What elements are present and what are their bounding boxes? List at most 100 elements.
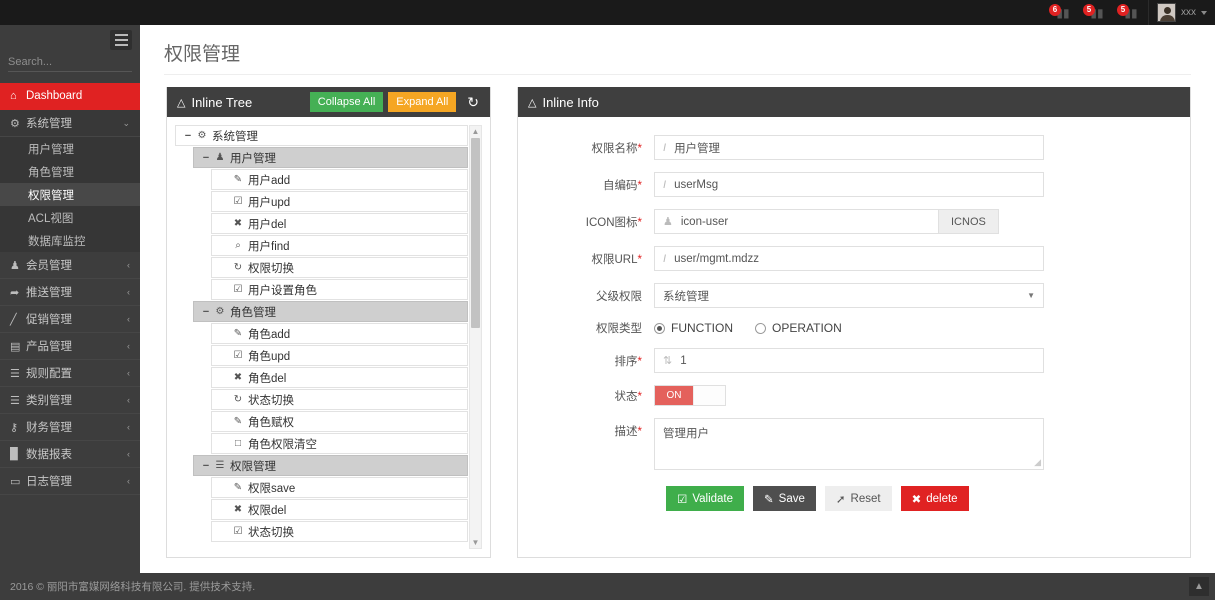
tree-node[interactable]: ☑ 用户设置角色 [211,279,468,300]
tree-node[interactable]: − ♟ 用户管理 [193,147,468,168]
sidebar-item-7[interactable]: ☰ 类别管理 ‹ [0,387,140,414]
tree-node[interactable]: ✎ 角色赋权 [211,411,468,432]
radio-operation[interactable]: OPERATION [755,321,842,335]
key-icon: ⚷ [10,421,19,434]
collapse-all-button[interactable]: Collapse All [309,92,384,112]
chart-icon: █ [10,448,18,460]
sidebar-subitem-4[interactable]: 数据库监控 [28,235,86,248]
avatar [1157,3,1176,22]
times-icon: ✖ [233,372,243,383]
tree-node[interactable]: − ⚙ 系统管理 [175,125,468,146]
tree-node[interactable]: ✎ 用户add [211,169,468,190]
sidebar-subitem-0[interactable]: 用户管理 [28,143,74,156]
sidebar-item-1[interactable]: ⚙ 系统管理 ⌄ [0,110,140,137]
permission-icon-input[interactable]: ♟ icon-user [654,209,939,234]
tree-node-label: 权限切换 [248,262,294,275]
edit-icon: ☑ [233,526,243,537]
tree-toggle-icon[interactable]: − [184,129,192,142]
resize-grip-icon[interactable]: ◢ [1034,457,1041,467]
tree-node[interactable]: ✖ 角色del [211,367,468,388]
sidebar-item-9[interactable]: █ 数据报表 ‹ [0,441,140,468]
gear-icon: ⚙ [10,117,20,130]
tree-toggle-icon[interactable]: − [202,151,210,164]
sidebar-item-2[interactable]: ♟ 会员管理 ‹ [0,252,140,279]
icons-picker-button[interactable]: ICNOS [939,209,999,234]
status-toggle[interactable]: ON [654,385,726,406]
validate-button[interactable]: ☑ Validate [666,486,745,511]
form-row-parent: 父级权限 系统管理 ▼ [534,283,1174,308]
reset-button[interactable]: ➚ Reset [824,486,892,511]
chevron-icon: ‹ [127,449,130,459]
check-square-icon: ☑ [233,284,243,295]
sidebar-subitem-1[interactable]: 角色管理 [28,166,74,179]
tree-node[interactable]: ✖ 用户del [211,213,468,234]
title-divider [164,74,1191,75]
tree-node[interactable]: ⌕ 用户find [211,235,468,256]
order-input[interactable]: ⇅ 1 [654,348,1044,373]
tree-node[interactable]: − ☰ 权限管理 [193,455,468,476]
save-button[interactable]: ✎ Save [753,486,816,511]
sidebar-item-3[interactable]: ➦ 推送管理 ‹ [0,279,140,306]
sidebar-menu: ⌂ Dashboard ⚙ 系统管理 ⌄ 用户管理角色管理权限管理 ACL视图数据库监控 ♟ 会… [0,83,147,495]
scroll-up-icon[interactable]: ▲ [471,127,480,136]
inline-info-panel-header: △ Inline Info [518,87,1190,117]
parent-permission-select[interactable]: 系统管理 ▼ [654,283,1044,308]
delete-button[interactable]: ✖ delete [900,486,969,511]
search-input[interactable] [8,55,150,68]
tree-node[interactable]: ☑ 状态切换 [211,521,468,542]
description-textarea[interactable]: 管理用户 ◢ [654,418,1044,470]
inline-tree-panel: △ Inline Tree Collapse All Expand All ↻ … [166,87,491,558]
refresh-icon[interactable]: ↻ [462,94,484,111]
expand-all-button[interactable]: Expand All [388,92,457,112]
sidebar-item-0[interactable]: ⌂ Dashboard [0,83,147,110]
scroll-to-top-button[interactable]: ▲ [1189,577,1209,596]
sidebar-item-8[interactable]: ⚷ 财务管理 ‹ [0,414,140,441]
tree-node[interactable]: ✎ 权限save [211,477,468,498]
sidebar-item-5[interactable]: ▤ 产品管理 ‹ [0,333,140,360]
scrollbar-thumb[interactable] [471,138,480,328]
permission-url-input[interactable]: I user/mgmt.mdzz [654,246,1044,271]
permission-code-input[interactable]: I userMsg [654,172,1044,197]
sidebar-subitem-2[interactable]: 权限管理 [0,183,140,206]
sidebar-item-6[interactable]: ☰ 规则配置 ‹ [0,360,140,387]
scroll-down-icon[interactable]: ▼ [471,538,480,547]
notification-bell[interactable]: ▮▮ 6 [1046,0,1080,25]
permission-icon-value: icon-user [680,215,729,228]
tree-node[interactable]: ✖ 权限del [211,499,468,520]
sitemap-icon: △ [528,96,537,109]
tree-list: − ⚙ 系统管理 − ♟ 用户管理 ✎ 用户add ☑ 用户upd ✖ 用户del ⌕ 用户find ↻ 权限… [175,125,482,549]
edit-icon: ☑ [233,350,243,361]
tree-node[interactable]: □ 角色权限清空 [211,433,468,454]
label-type: 权限类型 [596,323,642,335]
user-menu[interactable]: xxx [1148,0,1215,25]
pencil-icon: ✎ [233,482,243,493]
sidebar-item-10[interactable]: ▭ 日志管理 ‹ [0,468,140,495]
edit-icon: ☑ [233,196,243,207]
tree-node[interactable]: ↻ 权限切换 [211,257,468,278]
form-row-status: 状态* ON [534,385,1174,406]
tree-node[interactable]: − ⚙ 角色管理 [193,301,468,322]
tree-toggle-icon[interactable]: − [202,305,210,318]
sidebar-item-4[interactable]: ╱ 促销管理 ‹ [0,306,140,333]
notification-envelope[interactable]: ▮▮ 5 [1080,0,1114,25]
sidebar-subitem-3[interactable]: ACL视图 [28,212,74,225]
tree-node-label: 角色权限清空 [248,438,317,451]
radio-function[interactable]: FUNCTION [654,321,733,335]
tree-scrollbar[interactable]: ▲ ▼ [469,125,482,549]
sidebar-search[interactable]: ⚲ [8,55,158,72]
search-icon: ⌕ [235,240,241,251]
notification-tasks[interactable]: ▮▮ 5 [1114,0,1148,25]
inline-tree-panel-header: △ Inline Tree Collapse All Expand All ↻ [167,87,490,117]
permission-name-input[interactable]: I 用户管理 [654,135,1044,160]
tree-node[interactable]: ↻ 状态切换 [211,389,468,410]
tree-toggle-icon[interactable]: − [202,459,210,472]
sidebar-toggle-button[interactable] [110,30,132,50]
user-icon: ♟ [215,152,225,163]
sidebar-item-label: 促销管理 [26,314,72,326]
tree-node[interactable]: ☑ 用户upd [211,191,468,212]
tree-node[interactable]: ☑ 角色upd [211,345,468,366]
panels-container: △ Inline Tree Collapse All Expand All ↻ … [140,75,1215,558]
sidebar-submenu: 用户管理角色管理权限管理 ACL视图数据库监控 [0,137,140,252]
chevron-icon: ‹ [127,260,130,270]
tree-node[interactable]: ✎ 角色add [211,323,468,344]
